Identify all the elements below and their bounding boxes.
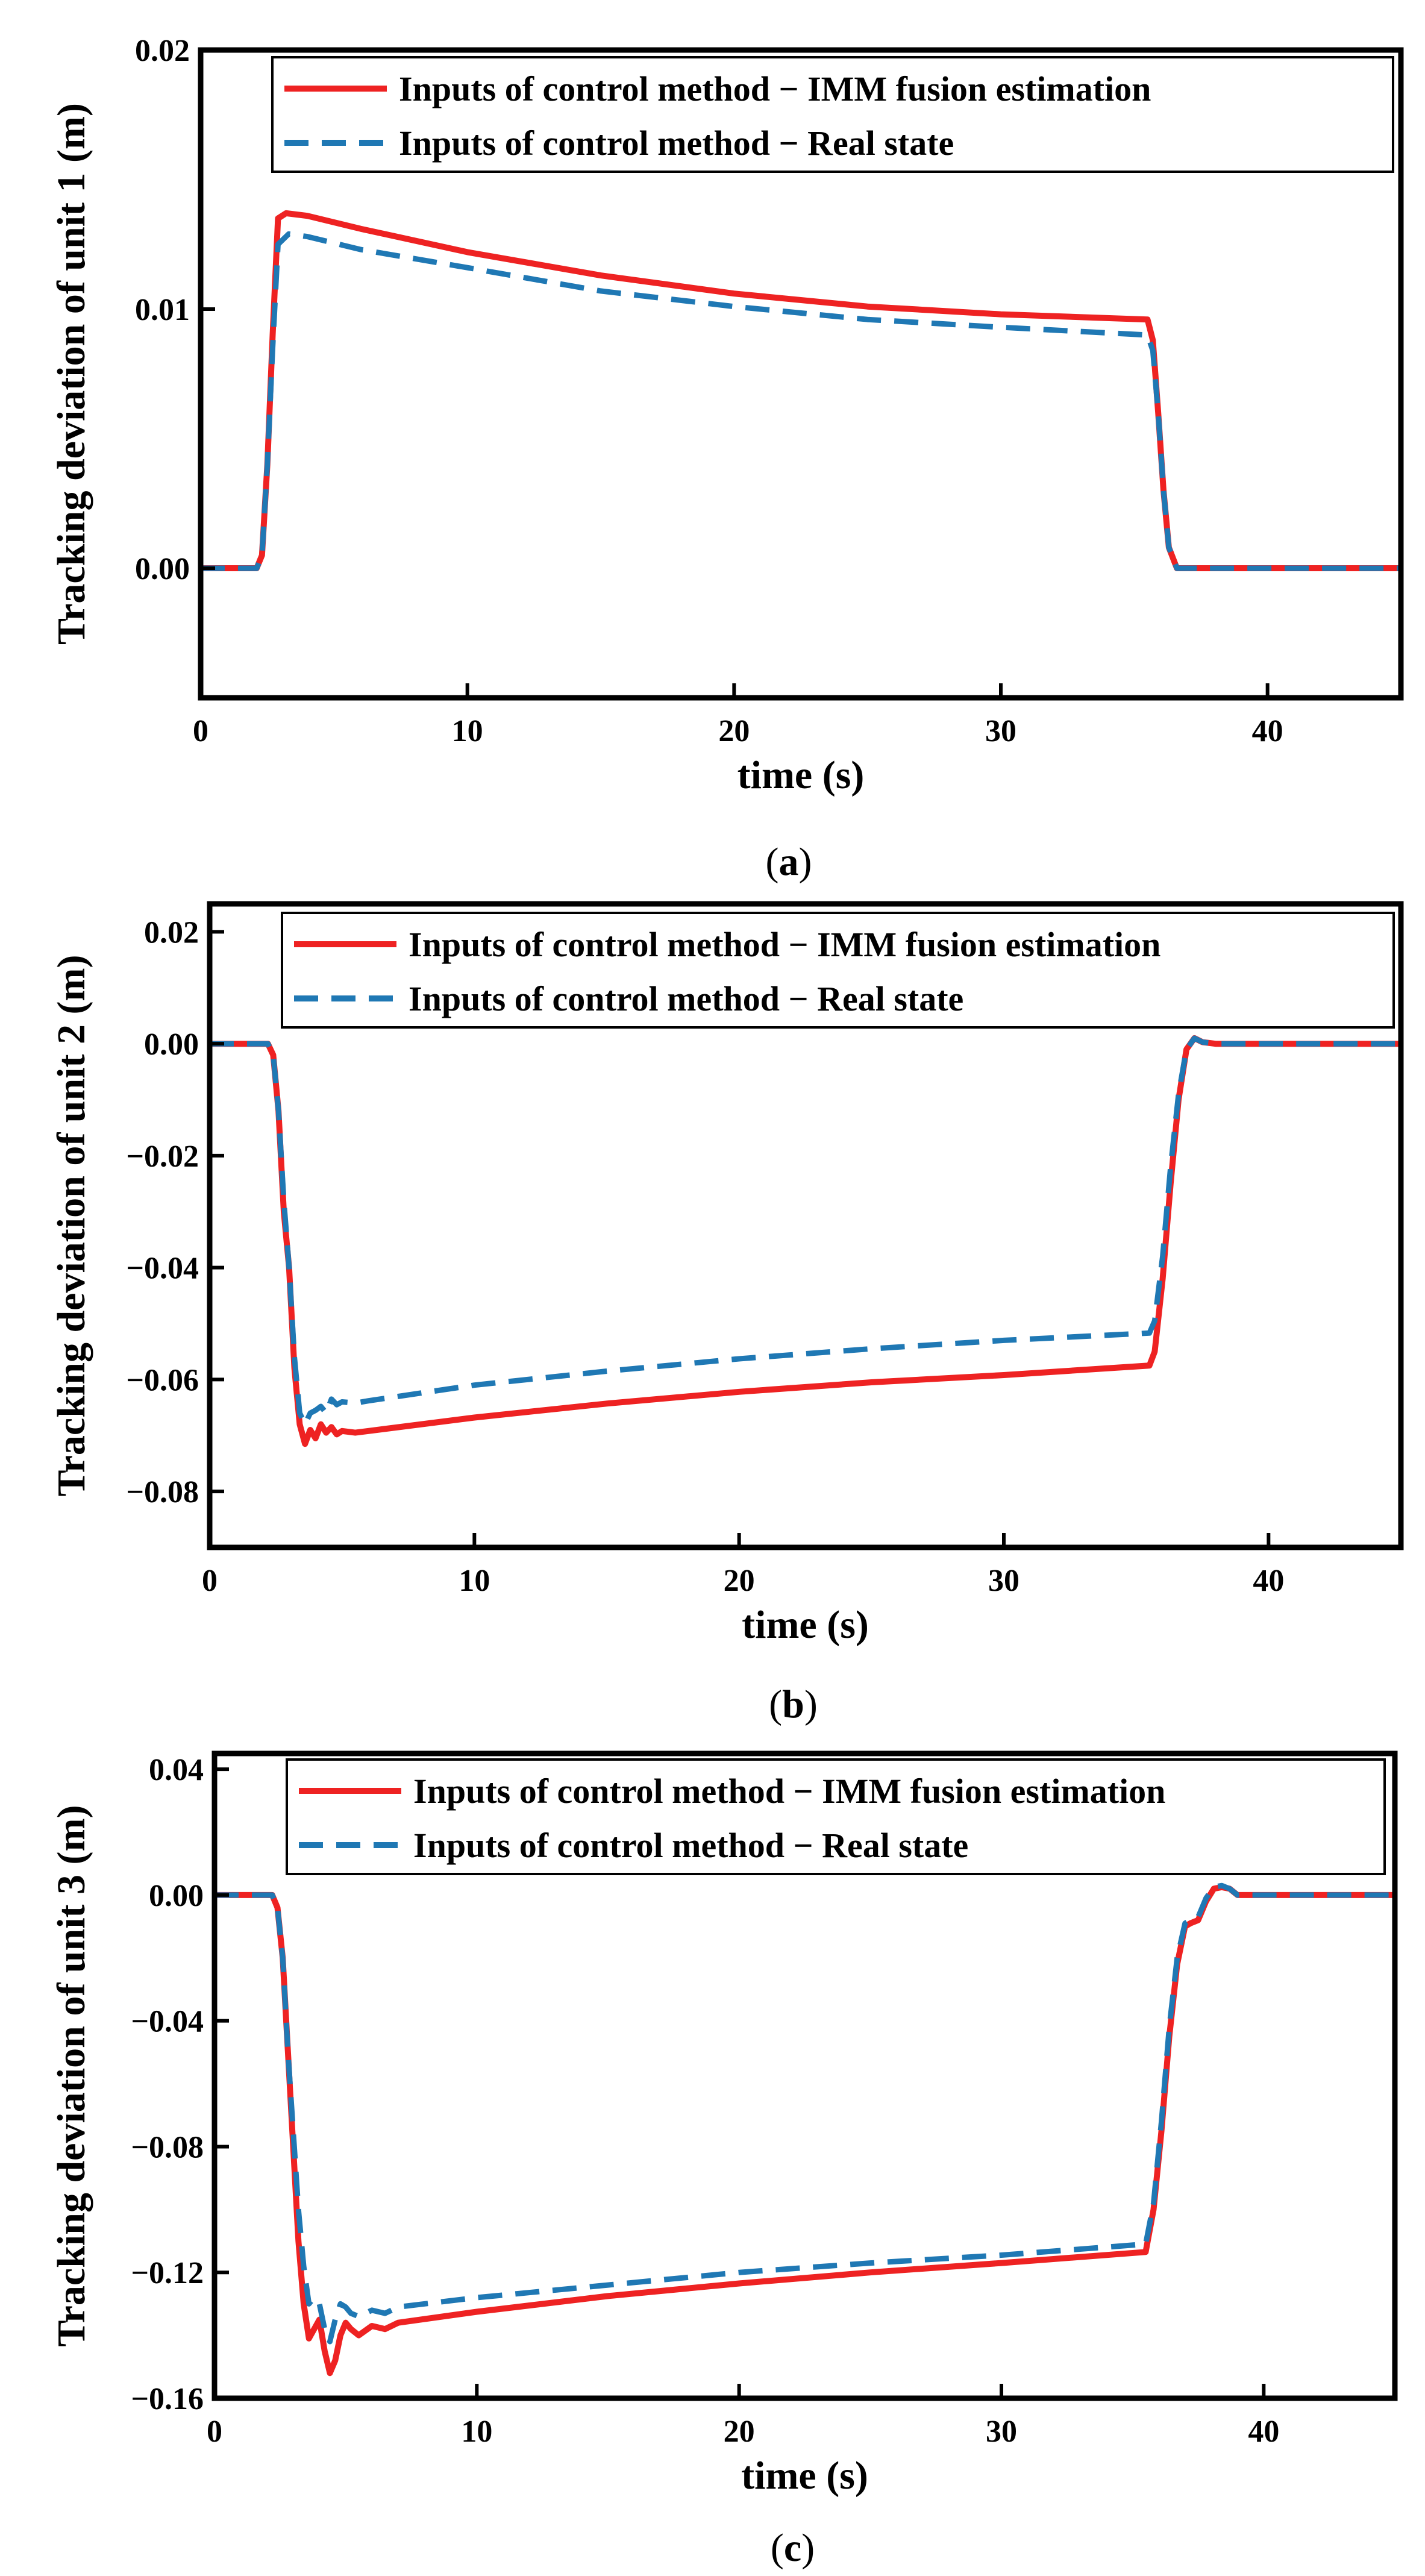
legend-box [271, 56, 1394, 173]
y-tick-label: 0.00 [135, 552, 190, 586]
x-axis-title: time (s) [738, 753, 865, 797]
caption-open-paren: ( [766, 840, 779, 884]
y-axis-title: Tracking deviation of unit 3 (m) [49, 1805, 93, 2347]
caption-letter: b [782, 1682, 804, 1726]
caption-close-paren: ) [801, 2526, 815, 2570]
y-tick-label: 0.04 [149, 1753, 204, 1787]
x-tick-label: 30 [986, 2415, 1017, 2449]
y-tick-label: −0.12 [131, 2256, 204, 2290]
x-tick-label: 20 [718, 714, 750, 748]
legend-box [286, 1758, 1386, 1875]
y-tick-label: −0.08 [131, 2130, 204, 2164]
caption-letter: a [779, 840, 799, 884]
panel-caption: (a) [766, 840, 812, 884]
x-tick-label: 0 [193, 714, 208, 748]
x-tick-label: 40 [1248, 2415, 1279, 2449]
legend-label: Inputs of control method − IMM fusion es… [413, 1772, 1165, 1811]
legend-label: Inputs of control method − Real state [399, 124, 954, 163]
y-tick-label: 0.02 [135, 34, 190, 68]
x-tick-label: 10 [461, 2415, 492, 2449]
chart-panel-a: 0 10 20 30 40 0.00 0.01 0.02 time (s) Tracking de… [49, 34, 1404, 884]
y-tick-label: 0.00 [144, 1027, 199, 1062]
caption-letter: c [784, 2526, 801, 2570]
x-axis-title: time (s) [741, 2454, 868, 2498]
y-tick-label: −0.04 [126, 1252, 199, 1286]
y-tick-label: −0.04 [131, 2005, 204, 2039]
y-axis-title: Tracking deviation of unit 1 (m) [49, 103, 93, 645]
caption-open-paren: ( [769, 1682, 782, 1726]
series-line-imm-fusion-estimation [201, 210, 1401, 571]
legend-label: Inputs of control method − Real state [413, 1826, 968, 1865]
panel-caption: (c) [771, 2526, 815, 2570]
y-axis-title: Tracking deviation of unit 2 (m) [49, 955, 93, 1497]
x-tick-label: 20 [724, 2415, 755, 2449]
legend-box [281, 912, 1395, 1029]
x-tick-label: 30 [985, 714, 1016, 748]
y-tick-label: −0.06 [126, 1363, 199, 1397]
caption-close-paren: ) [804, 1682, 818, 1726]
legend-label: Inputs of control method − Real state [409, 979, 963, 1018]
caption-close-paren: ) [799, 840, 812, 884]
series-line-imm-fusion-estimation [210, 1035, 1401, 1447]
y-tick-label: 0.02 [144, 915, 199, 950]
plot-frame [207, 901, 1404, 1550]
y-tick-label: −0.16 [131, 2382, 204, 2416]
legend-label: Inputs of control method − IMM fusion es… [399, 69, 1151, 108]
chart-panel-b: 0 10 20 30 40 0.02 0.00 −0.02 −0.04 −0.06 −0.08 tim… [49, 901, 1404, 1726]
legend: Inputs of control method − IMM fusion es… [286, 1758, 1386, 1875]
x-tick-label: 20 [724, 1564, 755, 1598]
plot-frame [211, 1750, 1398, 2401]
y-tick-label: 0.00 [149, 1879, 204, 1913]
x-tick-label: 0 [202, 1564, 218, 1598]
plot-frame [198, 47, 1404, 701]
x-axis-title: time (s) [742, 1603, 869, 1647]
caption-open-paren: ( [771, 2526, 784, 2570]
legend-label: Inputs of control method − IMM fusion es… [409, 925, 1160, 964]
y-tick-label: 0.01 [135, 293, 190, 327]
x-tick-label: 40 [1253, 1564, 1284, 1598]
y-tick-label: −0.08 [126, 1475, 199, 1509]
x-tick-label: 40 [1252, 714, 1283, 748]
series-line-real-state [210, 1035, 1401, 1427]
legend: Inputs of control method − IMM fusion es… [281, 912, 1395, 1029]
y-tick-label: −0.02 [126, 1139, 199, 1174]
series-line-imm-fusion-estimation [215, 1884, 1395, 2377]
series-line-real-state [201, 231, 1401, 571]
chart-panel-c: 0 10 20 30 40 0.04 0.00 −0.04 −0.08 −0.12 −0.16 tim… [49, 1750, 1398, 2570]
panel-caption: (b) [769, 1682, 818, 1726]
x-tick-label: 10 [459, 1564, 490, 1598]
x-tick-label: 10 [452, 714, 483, 748]
series-line-real-state [215, 1882, 1395, 2345]
x-tick-label: 0 [207, 2415, 222, 2449]
x-tick-label: 30 [988, 1564, 1019, 1598]
legend: Inputs of control method − IMM fusion es… [271, 56, 1394, 173]
